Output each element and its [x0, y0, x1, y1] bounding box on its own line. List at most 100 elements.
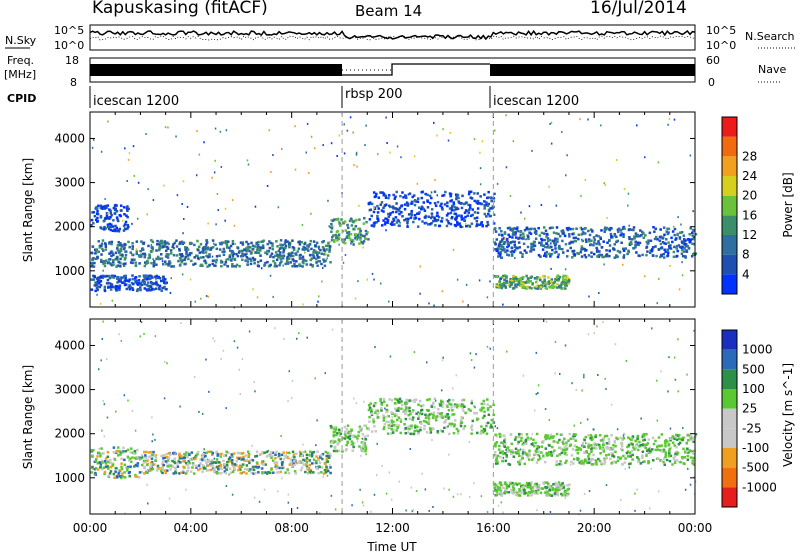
power-echo — [548, 252, 551, 256]
power-echo — [510, 229, 514, 232]
power-echo — [500, 229, 503, 233]
power-echo — [478, 223, 482, 227]
velocity-echo — [358, 445, 361, 448]
power-echo — [545, 235, 548, 238]
velocity-echo — [293, 456, 296, 459]
power-echo — [480, 202, 483, 206]
power-echo — [565, 281, 569, 285]
power-echo — [143, 252, 147, 256]
velocity-noise — [296, 507, 299, 510]
power-echo — [119, 214, 123, 218]
power-echo — [90, 288, 94, 291]
velocity-echo — [511, 491, 514, 494]
velocity-noise — [535, 393, 538, 396]
velocity-echo — [336, 443, 339, 446]
power-echo — [640, 234, 643, 237]
velocity-noise — [180, 322, 182, 325]
power-echo — [612, 247, 615, 251]
velocity-echo — [358, 427, 362, 430]
velocity-echo — [243, 459, 246, 462]
power-echo — [585, 248, 588, 252]
power-echo — [479, 195, 482, 198]
velocity-echo — [493, 450, 497, 454]
velocity-noise — [258, 500, 261, 503]
power-noise — [231, 199, 234, 202]
velocity-echo — [675, 453, 679, 456]
velocity-echo — [499, 455, 502, 459]
power-echo — [103, 261, 107, 265]
power-echo — [664, 242, 668, 246]
power-echo — [566, 280, 570, 283]
power-echo — [105, 274, 108, 278]
velocity-echo — [211, 451, 215, 455]
velocity-echo — [557, 484, 560, 488]
power-echo — [497, 286, 501, 289]
power-echo — [92, 257, 95, 260]
power-echo — [180, 240, 184, 244]
velocity-echo — [460, 405, 463, 408]
velocity-noise — [588, 490, 591, 493]
velocity-echo — [687, 434, 690, 437]
velocity-echo — [310, 462, 314, 465]
velocity-echo — [487, 413, 491, 417]
power-noise — [260, 267, 263, 270]
power-echo — [634, 245, 637, 249]
velocity-noise — [288, 370, 291, 373]
velocity-echo — [255, 461, 259, 464]
velocity-echo — [207, 460, 211, 463]
power-echo — [554, 278, 557, 281]
velocity-noise — [254, 390, 256, 393]
power-echo — [264, 251, 268, 254]
velocity-echo — [548, 451, 551, 454]
power-echo — [155, 257, 158, 261]
velocity-echo — [499, 483, 503, 486]
power-echo — [327, 241, 330, 245]
power-echo — [555, 276, 559, 279]
velocity-noise — [409, 447, 411, 450]
power-echo — [124, 276, 127, 280]
power-noise — [434, 179, 436, 182]
power-echo — [119, 249, 123, 253]
velocity-echo — [523, 462, 527, 466]
velocity-echo — [613, 439, 617, 443]
power-echo — [379, 191, 382, 194]
power-echo — [293, 262, 296, 266]
power-echo — [194, 262, 197, 265]
power-echo — [101, 247, 104, 251]
velocity-echo — [532, 457, 535, 460]
velocity-echo — [651, 448, 654, 451]
velocity-noise — [185, 488, 187, 491]
power-echo — [520, 281, 523, 284]
power-echo — [92, 278, 95, 281]
power-echo — [416, 212, 419, 215]
power-echo — [636, 241, 640, 244]
power-echo — [692, 235, 696, 239]
velocity-echo — [521, 451, 525, 454]
velocity-echo — [274, 457, 277, 460]
power-echo — [663, 242, 666, 245]
power-echo — [286, 257, 289, 261]
power-echo — [535, 277, 539, 281]
power-noise — [464, 222, 467, 225]
power-noise — [268, 129, 270, 132]
power-echo — [222, 241, 225, 244]
power-echo — [689, 227, 692, 230]
power-echo — [502, 237, 506, 240]
velocity-xtick-label: 16:00 — [476, 521, 511, 535]
power-echo — [94, 252, 97, 255]
velocity-echo — [223, 466, 226, 469]
power-echo — [514, 236, 518, 239]
velocity-echo — [494, 445, 497, 448]
power-echo — [682, 250, 686, 253]
power-echo — [288, 245, 291, 249]
velocity-echo — [126, 456, 130, 459]
power-echo — [156, 239, 159, 243]
power-echo — [418, 206, 421, 209]
power-echo — [232, 252, 236, 256]
power-echo — [337, 233, 341, 236]
power-echo — [220, 261, 223, 264]
velocity-echo — [121, 472, 124, 475]
velocity-echo — [186, 469, 190, 473]
power-noise — [215, 223, 217, 226]
power-echo — [404, 194, 408, 198]
